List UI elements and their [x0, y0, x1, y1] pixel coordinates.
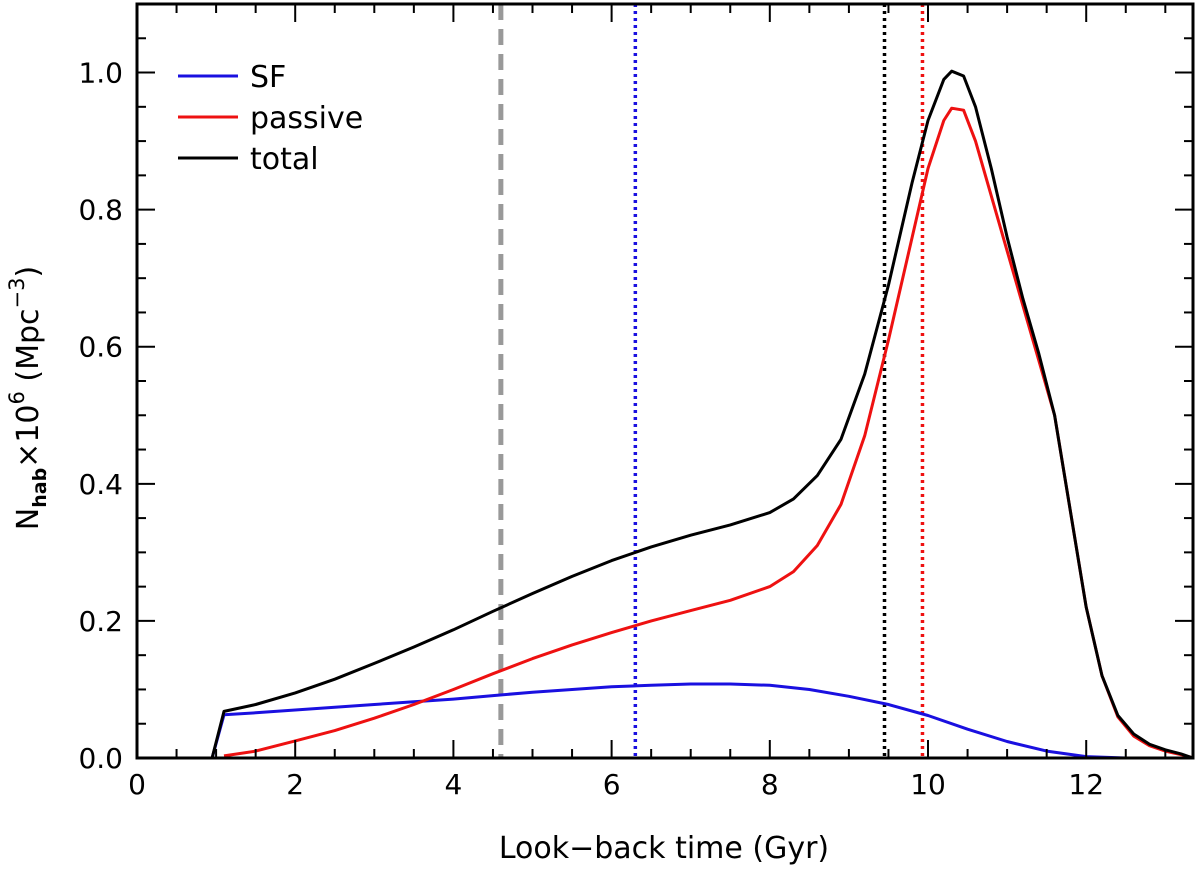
y-axis-title-sub: hab: [29, 468, 51, 508]
y-axis-title: Nhab×106 (Mpc−3): [5, 266, 51, 530]
x-tick-labels: 0 2 4 6 8 10 12: [128, 768, 1104, 801]
x-tick-label: 2: [286, 768, 304, 801]
y-axis-title-unit-exp: −3: [5, 277, 29, 308]
legend-label-passive: passive: [250, 101, 363, 136]
x-tick-label: 12: [1068, 768, 1104, 801]
y-tick-label: 0.4: [78, 468, 123, 501]
series-line-sf: [210, 682, 1193, 760]
x-tick-label: 8: [761, 768, 779, 801]
legend-label-total: total: [250, 142, 319, 177]
y-axis-title-unit: (Mpc: [11, 308, 46, 391]
y-axis-title-n: N: [11, 508, 46, 530]
series-line-total: [210, 69, 1194, 760]
y-tick-label: 1.0: [78, 57, 123, 90]
x-axis-title: Look−back time (Gyr): [499, 831, 829, 866]
y-axis-title-exp: 6: [5, 391, 29, 404]
series-line-passive: [223, 106, 1194, 760]
y-tick-label: 0.6: [78, 331, 123, 364]
x-tick-label: 4: [444, 768, 462, 801]
x-tick-label: 6: [603, 768, 621, 801]
y-tick-labels: 0.0 0.2 0.4 0.6 0.8 1.0: [78, 57, 123, 775]
legend: SF passive total: [178, 60, 363, 177]
y-tick-label: 0.0: [78, 742, 123, 775]
x-tick-label: 10: [910, 768, 946, 801]
series-lines: [210, 69, 1194, 760]
y-tick-label: 0.2: [78, 605, 123, 638]
legend-label-sf: SF: [250, 60, 286, 95]
vertical-marker-lines: [498, 4, 925, 758]
y-axis-title-times: ×10: [11, 405, 46, 468]
x-tick-label: 0: [128, 768, 146, 801]
y-tick-label: 0.8: [78, 194, 123, 227]
y-axis-title-unit-close: ): [11, 266, 46, 278]
axis-ticks: [136, 3, 1193, 759]
